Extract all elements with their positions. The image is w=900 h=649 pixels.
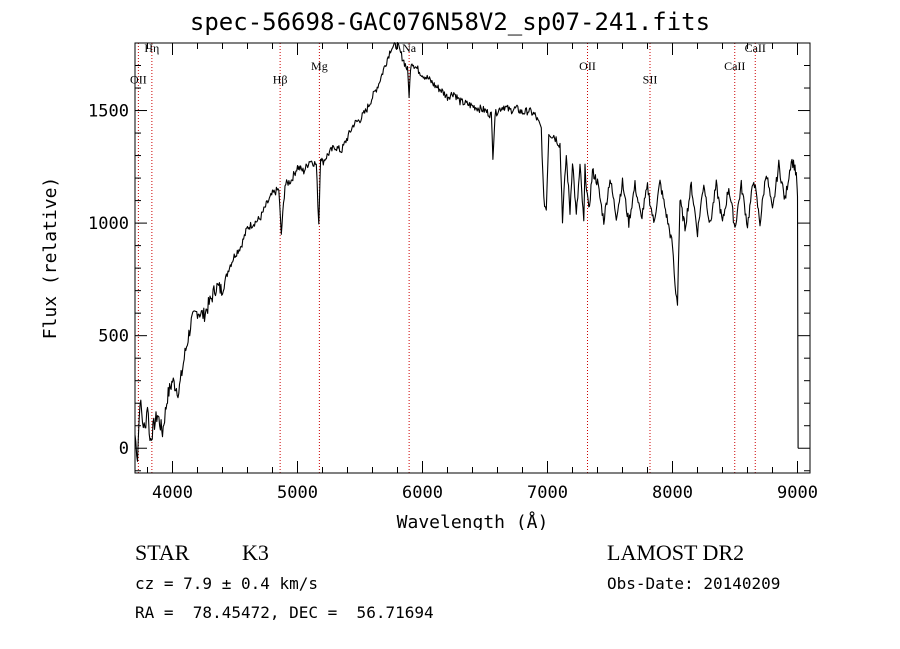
spectral-line-label: OII	[130, 73, 147, 87]
x-tick-label: 5000	[277, 483, 318, 503]
x-axis-ticks: 4000 5000 6000 7000 8000 9000	[147, 43, 818, 503]
plot-frame	[134, 42, 811, 474]
x-tick-label: 7000	[527, 483, 568, 503]
spectral-line-label: Na	[402, 41, 417, 55]
obs-date-text: Obs-Date: 20140209	[607, 574, 781, 593]
spectral-line-label: CaII	[745, 41, 766, 55]
x-tick-label: 6000	[402, 483, 443, 503]
x-tick-label: 9000	[777, 483, 818, 503]
x-tick-label: 4000	[152, 483, 193, 503]
spectral-line-label: CaII	[724, 59, 745, 73]
spectral-line-label: Hβ	[273, 73, 288, 87]
object-subclass: K3	[242, 540, 269, 565]
spectral-line-label: OII	[579, 59, 596, 73]
spectral-line-markers	[137, 43, 756, 473]
y-tick-label: 1500	[88, 102, 129, 122]
spectral-line-label: Hη	[144, 41, 159, 55]
spectral-line-label: Mg	[311, 59, 328, 73]
chart-title: spec-56698-GAC076N58V2_sp07-241.fits	[189, 8, 711, 36]
flux-series-line	[134, 42, 799, 462]
y-axis-ticks: 0 500 1000 1500	[88, 42, 810, 472]
redshift-text: cz = 7.9 ± 0.4 km/s	[135, 574, 319, 593]
spectral-line-label: SII	[643, 73, 658, 87]
x-axis-label: Wavelength (Å)	[397, 511, 549, 530]
y-tick-label: 1000	[88, 214, 129, 234]
y-tick-label: 500	[98, 327, 129, 347]
x-tick-label: 8000	[652, 483, 693, 503]
y-axis-label: Flux (relative)	[40, 177, 61, 340]
y-tick-label: 0	[119, 439, 129, 459]
object-class: STAR	[135, 540, 190, 565]
survey-name: LAMOST DR2	[607, 540, 745, 565]
coordinates-text: RA = 78.45472, DEC = 56.71694	[135, 603, 434, 622]
